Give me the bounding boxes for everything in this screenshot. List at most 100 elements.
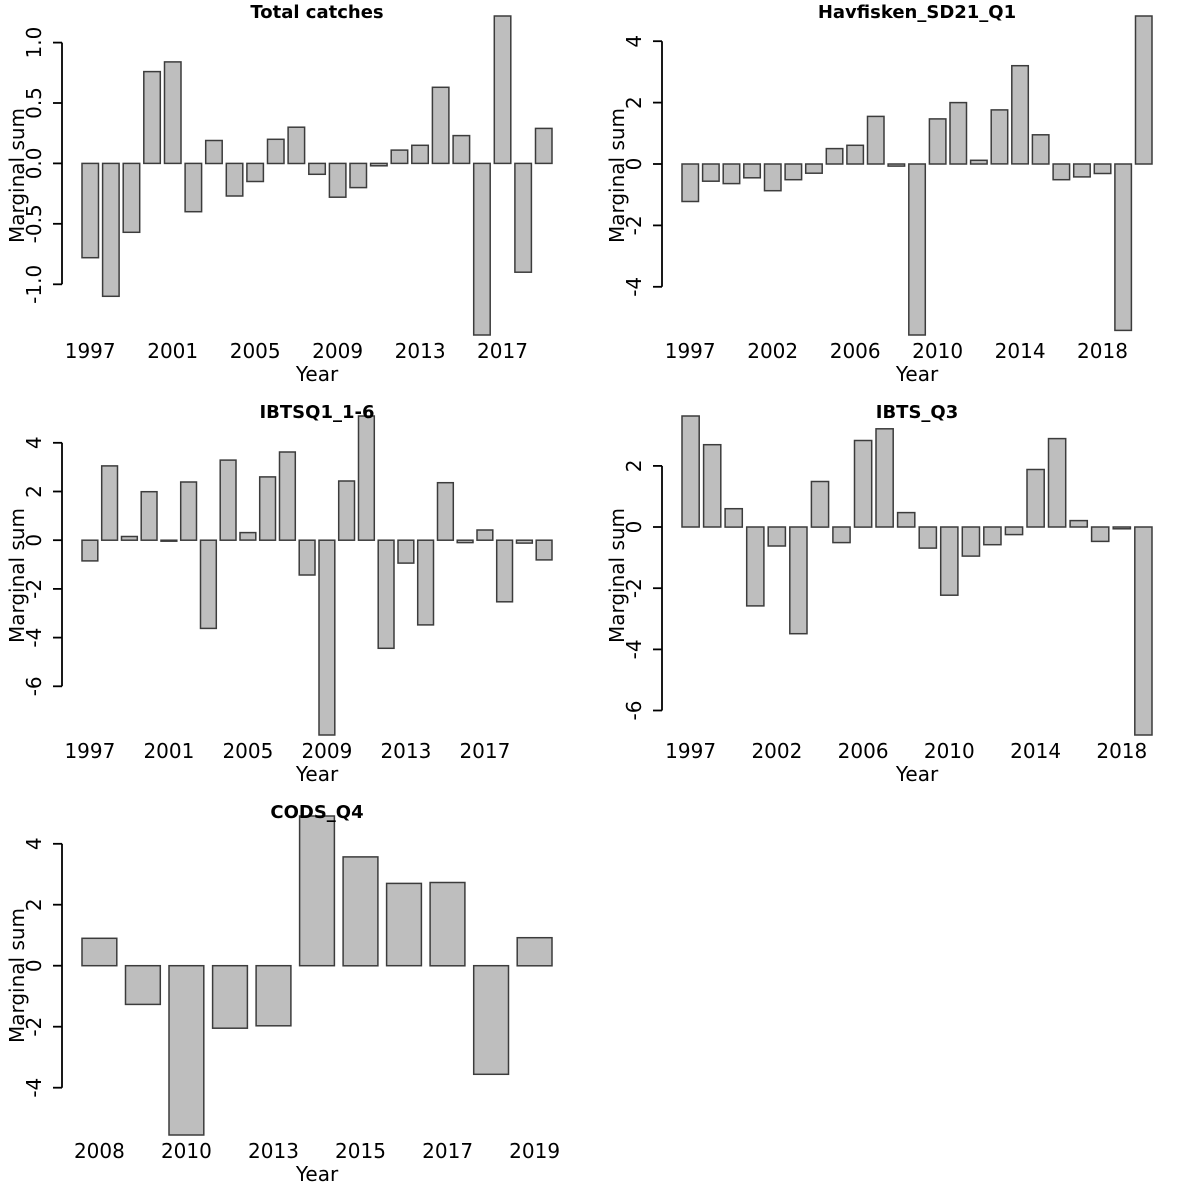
bar-2018 (495, 539, 514, 603)
x-tick-label: 2017 (459, 739, 510, 763)
y-tick-label: 2 (622, 460, 646, 473)
y-tick-label: 4 (22, 837, 46, 850)
bar-2007 (875, 428, 894, 528)
bar-2014 (298, 815, 336, 967)
bar-2001 (163, 61, 182, 165)
bar-2007 (278, 451, 297, 541)
bar-2005 (832, 526, 851, 544)
bar-2013 (1004, 526, 1024, 536)
x-tick-label: 2013 (380, 739, 431, 763)
y-tick-label: -2 (22, 579, 46, 599)
x-tick-label: 2015 (335, 1139, 386, 1163)
bar-2001 (160, 539, 178, 542)
x-axis-label: Year (295, 362, 339, 386)
bar-1997 (81, 539, 99, 562)
x-tick-label: 2009 (312, 339, 363, 363)
chart-havfisken-sd21-q1: 4 2 0 -2 -4 Marginal sum 1997 2002 2006 2010 2014 2… (605, 2, 1153, 386)
x-tick-label: 1997 (665, 739, 716, 763)
bar-2000 (722, 163, 741, 185)
y-tick-label: -2 (622, 215, 646, 235)
x-tick-label: 2002 (747, 339, 798, 363)
y-tick-label: 0 (22, 534, 46, 547)
bar-2014 (1011, 64, 1030, 165)
y-tick-label: 2 (22, 898, 46, 911)
chart-title: Havfisken_SD21_Q1 (818, 2, 1016, 23)
x-tick-label: 2013 (248, 1139, 299, 1163)
bar-2019 (534, 127, 553, 165)
bar-2004 (225, 162, 244, 197)
chart-cell-5: 4 2 0 -2 -4 Marginal sum 2008 2010 2013 2015 2017 2… (0, 800, 600, 1200)
y-tick-label: -4 (22, 628, 46, 648)
bar-2006 (258, 476, 277, 541)
y-tick-label: 0 (22, 959, 46, 972)
bar-2013 (397, 539, 415, 564)
x-tick-label: 2010 (924, 739, 975, 763)
bar-2018 (1112, 526, 1132, 530)
bar-2014 (1026, 468, 1045, 528)
bar-2017 (1090, 526, 1110, 543)
bar-2012 (377, 539, 395, 650)
bar-2012 (983, 526, 1002, 546)
bar-2011 (369, 162, 388, 167)
x-tick-label: 1997 (64, 739, 115, 763)
bar-2020 (535, 539, 553, 561)
bar-2010 (168, 964, 205, 1136)
bar-2010 (928, 118, 947, 165)
y-tick-label: 0 (622, 521, 646, 534)
bar-2009 (124, 964, 162, 1006)
bar-2001 (745, 526, 765, 607)
bar-1998 (101, 162, 120, 298)
chart-cods-q4: 4 2 0 -2 -4 Marginal sum 2008 2010 2013 2015 2017 2… (5, 802, 560, 1186)
y-axis-label: Marginal sum (5, 508, 29, 643)
y-tick-label: -1.0 (22, 265, 46, 304)
bar-2008 (887, 163, 906, 167)
chart-cell-1: 1.0 0.5 0.0 -0.5 -1.0 Marginal sum 1997 2001 200… (0, 0, 600, 400)
bar-2008 (308, 162, 327, 176)
y-tick-label: -0.5 (22, 204, 46, 243)
bar-2002 (179, 481, 198, 541)
x-tick-label: 1997 (665, 339, 716, 363)
chart-title: Total catches (250, 2, 383, 23)
bar-1998 (100, 465, 119, 541)
y-tick-label: 0.0 (22, 147, 46, 179)
chart-ibtsq1-1-6: 4 2 0 -2 -4 -6 Marginal sum 1997 2001 2005 2009 201… (5, 402, 553, 786)
bar-2003 (199, 539, 218, 630)
bar-2016 (1069, 519, 1089, 528)
x-tick-label: 2013 (395, 339, 446, 363)
chart-cell-3: 4 2 0 -2 -4 -6 Marginal sum 1997 2001 2005 2009 201… (0, 400, 600, 800)
y-tick-label: 0.5 (22, 87, 46, 119)
bar-2005 (239, 531, 257, 541)
y-tick-label: 4 (22, 436, 46, 449)
y-tick-label: 2 (22, 485, 46, 498)
bar-2004 (219, 459, 237, 541)
bar-1999 (701, 163, 720, 182)
y-axis-label: Marginal sum (605, 508, 629, 643)
bar-2005 (246, 162, 265, 183)
bar-2012 (390, 149, 409, 165)
y-tick-label: 2 (622, 96, 646, 109)
y-tick-label: -4 (22, 1078, 46, 1098)
bar-2009 (918, 526, 938, 549)
bar-2000 (140, 490, 158, 541)
bar-1997 (681, 163, 700, 203)
x-tick-label: 2001 (147, 339, 198, 363)
y-tick-label: -2 (622, 578, 646, 598)
bar-2016 (456, 539, 474, 544)
bar-2016 (385, 882, 423, 967)
x-tick-label: 2006 (838, 739, 889, 763)
x-axis-label: Year (895, 762, 939, 786)
bar-2019 (1114, 163, 1133, 332)
x-axis-label: Year (295, 1162, 339, 1186)
y-axis-label: Marginal sum (5, 908, 29, 1043)
bar-1999 (122, 162, 141, 234)
bar-2016 (472, 162, 491, 336)
bar-2003 (789, 526, 808, 635)
bar-2019 (516, 936, 553, 967)
x-tick-label: 2008 (74, 1139, 125, 1163)
bar-2017 (1072, 163, 1091, 178)
bar-2004 (810, 480, 830, 528)
chart-cell-2: 4 2 0 -2 -4 Marginal sum 1997 2002 2006 2010 2014 2… (600, 0, 1200, 400)
bar-2012 (969, 159, 988, 165)
bar-2018 (1093, 163, 1112, 175)
x-tick-label: 2017 (477, 339, 528, 363)
